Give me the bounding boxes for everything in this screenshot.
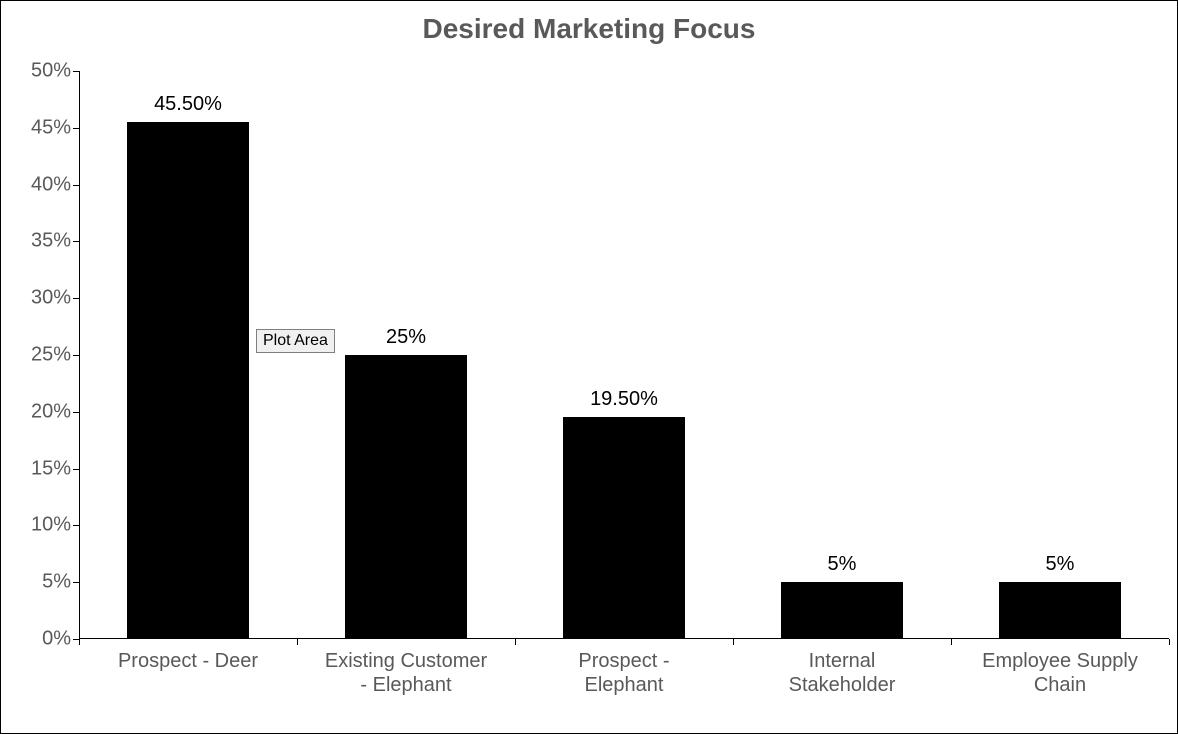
y-tick-label: 45% [31, 116, 79, 139]
bars-area: 45.50%25%19.50%5%5% [79, 71, 1169, 639]
x-category-label-line: Chain [951, 673, 1169, 697]
x-category-label: Existing Customer- Elephant [297, 649, 515, 697]
x-category-label-line: Stakeholder [733, 673, 951, 697]
bar-value-label: 19.50% [590, 388, 658, 417]
y-tick-label: 20% [31, 400, 79, 423]
y-tick-label: 15% [31, 457, 79, 480]
chart-title: Desired Marketing Focus [1, 13, 1177, 45]
plot-area: 0%5%10%15%20%25%30%35%40%45%50% 45.50%25… [79, 71, 1169, 639]
y-tick-label: 10% [31, 514, 79, 537]
x-tick-mark [733, 639, 734, 645]
plot-area-tooltip: Plot Area [256, 329, 335, 353]
bar-value-label: 45.50% [154, 93, 222, 122]
chart-container: Desired Marketing Focus 0%5%10%15%20%25%… [0, 0, 1178, 734]
x-category-label-line: Internal [733, 649, 951, 673]
x-tick-mark [79, 639, 80, 645]
x-category-label-line: Employee Supply [951, 649, 1169, 673]
x-category-label: Employee SupplyChain [951, 649, 1169, 697]
x-category-label-line: - Elephant [297, 673, 515, 697]
x-tick-mark [951, 639, 952, 645]
bar: 25% [345, 355, 467, 639]
x-tick-mark [1169, 639, 1170, 645]
x-category-label: Prospect -Elephant [515, 649, 733, 697]
y-tick-label: 35% [31, 230, 79, 253]
bar: 19.50% [563, 417, 685, 639]
y-tick-label: 25% [31, 344, 79, 367]
bar-value-label: 5% [1046, 553, 1075, 582]
y-tick-label: 30% [31, 287, 79, 310]
bar-value-label: 25% [386, 326, 426, 355]
bar-value-label: 5% [828, 553, 857, 582]
x-tick-mark [297, 639, 298, 645]
bar: 5% [781, 582, 903, 639]
x-category-label: Prospect - Deer [79, 649, 297, 673]
bar: 45.50% [127, 122, 249, 639]
bar: 5% [999, 582, 1121, 639]
x-category-label-line: Prospect - Deer [79, 649, 297, 673]
x-category-label-line: Prospect - [515, 649, 733, 673]
x-tick-mark [515, 639, 516, 645]
x-category-label-line: Existing Customer [297, 649, 515, 673]
x-category-label: InternalStakeholder [733, 649, 951, 697]
x-category-label-line: Elephant [515, 673, 733, 697]
y-tick-label: 50% [31, 60, 79, 83]
y-tick-label: 40% [31, 173, 79, 196]
tooltip-text: Plot Area [263, 332, 328, 349]
